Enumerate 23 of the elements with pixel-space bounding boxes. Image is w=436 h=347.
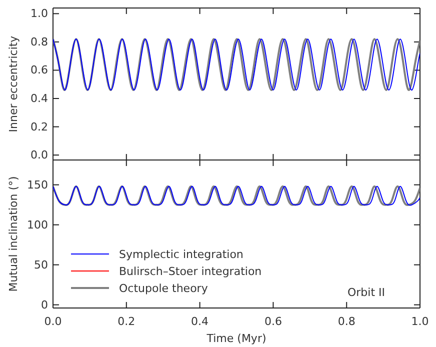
y-tick-label: 0.0 <box>30 148 48 162</box>
x-axis-title: Time (Myr) <box>206 332 266 345</box>
legend-label: Bulirsch–Stoer integration <box>119 265 262 278</box>
y-tick-label: 0.6 <box>30 64 48 77</box>
y-tick-label: 0.4 <box>30 92 48 106</box>
y-tick-label: 0.8 <box>30 35 48 48</box>
x-tick-label: 0.4 <box>191 314 209 328</box>
y-axis-title: Mutual inclination (°) <box>7 176 20 292</box>
y-tick-label: 1.0 <box>30 7 48 20</box>
x-tick-label: 1.0 <box>411 314 429 328</box>
x-tick-label: 0.6 <box>264 314 282 328</box>
legend-label: Octupole theory <box>119 282 208 295</box>
y-axis-title: Inner eccentricity <box>7 35 20 132</box>
y-tick-label: 150 <box>27 178 48 192</box>
x-tick-label: 0.2 <box>118 314 136 328</box>
legend-label: Symplectic integration <box>119 248 244 261</box>
y-tick-label: 100 <box>27 218 48 232</box>
annotation: Orbit II <box>347 286 385 299</box>
y-tick-label: 0 <box>41 298 48 312</box>
y-tick-label: 0.2 <box>30 120 48 134</box>
x-tick-label: 0.0 <box>44 314 62 328</box>
y-tick-label: 50 <box>34 258 48 272</box>
x-tick-label: 0.8 <box>338 314 356 328</box>
